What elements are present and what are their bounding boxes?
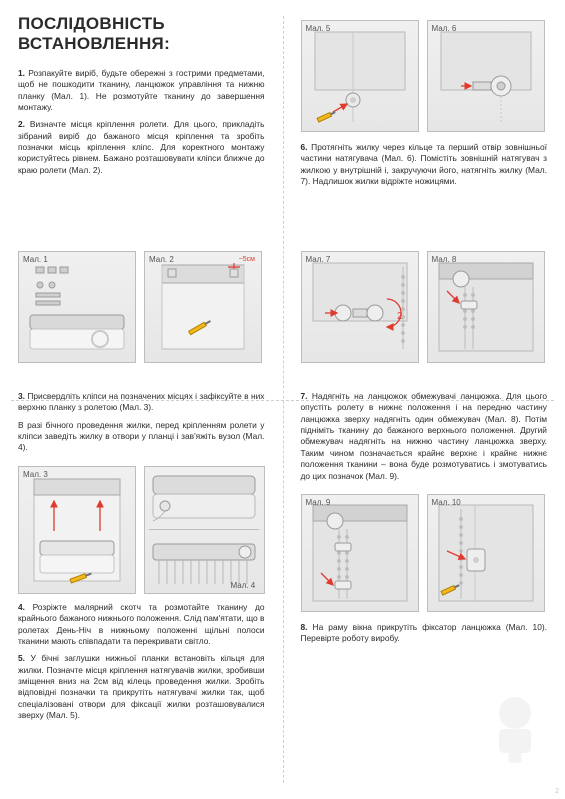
figure-4-wrap: Мал. 4 bbox=[144, 466, 265, 594]
page-title: ПОСЛІДОВНІСТЬ ВСТАНОВЛЕННЯ: bbox=[18, 14, 265, 54]
figure-8-label: Мал. 8 bbox=[432, 255, 457, 264]
figure-6: Мал. 6 bbox=[427, 20, 545, 132]
figure-1-svg bbox=[22, 257, 132, 357]
quadrant-top-right: Мал. 5 Мал. 6 bbox=[283, 0, 565, 377]
figure-1: Мал. 1 bbox=[18, 251, 136, 363]
figure-9-svg bbox=[305, 499, 415, 607]
step-5-text: 5. У бічні заглушки нижньої планки встан… bbox=[18, 653, 265, 721]
step-1-text: 1. Розпакуйте виріб, будьте обережні з г… bbox=[18, 68, 265, 113]
step-1-body: Розпакуйте виріб, будьте обережні з гост… bbox=[18, 68, 265, 112]
figure-3-svg bbox=[22, 471, 132, 589]
step-4-body: Розріжте малярний скотч та розмотайте тк… bbox=[18, 602, 265, 646]
figure-5-svg bbox=[305, 26, 415, 126]
step-2-body: Визначте місця кріплення ролети. Для цьо… bbox=[18, 119, 265, 174]
fig-row-9-10: Мал. 9 Мал. 10 bbox=[301, 494, 548, 612]
step-4-num: 4. bbox=[18, 602, 25, 612]
step-3b-text: В разі бічного проведення жилки, перед к… bbox=[18, 420, 265, 454]
figure-3: Мал. 3 bbox=[18, 466, 136, 594]
figure-10: Мал. 10 bbox=[427, 494, 545, 612]
figure-8-svg bbox=[431, 257, 541, 357]
step-7-body: Надягніть на ланцюжок обмежувачі ланцюжк… bbox=[301, 391, 548, 480]
figure-2: Мал. 2 ~5см bbox=[144, 251, 262, 363]
fig-row-5-6: Мал. 5 Мал. 6 bbox=[301, 20, 548, 132]
step-5-num: 5. bbox=[18, 653, 25, 663]
step-3-text: 3. Присвердліть кліпси на позначених міс… bbox=[18, 391, 265, 414]
figure-7: Мал. 7 2 bbox=[301, 251, 419, 363]
quadrant-bottom-left: 3. Присвердліть кліпси на позначених міс… bbox=[0, 377, 283, 799]
figure-7-label: Мал. 7 bbox=[306, 255, 331, 264]
watermark-icon bbox=[475, 689, 555, 769]
step-8-num: 8. bbox=[301, 622, 308, 632]
page-number: 2 bbox=[555, 788, 559, 795]
step-6-num: 6. bbox=[301, 142, 308, 152]
step-1-num: 1. bbox=[18, 68, 25, 78]
figure-10-label: Мал. 10 bbox=[432, 498, 461, 507]
step-6-body: Протягніть жилку через кільце та перший … bbox=[301, 142, 548, 186]
step-3-body: Присвердліть кліпси на позначених місцях… bbox=[18, 391, 265, 412]
figure-5: Мал. 5 bbox=[301, 20, 419, 132]
step-5-body: У бічні заглушки нижньої планки встанові… bbox=[18, 653, 265, 720]
figure-9-label: Мал. 9 bbox=[306, 498, 331, 507]
figure-6-svg bbox=[431, 26, 541, 126]
fig-row-3-4: Мал. 3 bbox=[18, 466, 265, 594]
fig-row-7-8: Мал. 7 2 Мал. 8 bbox=[301, 251, 548, 363]
figure-10-svg bbox=[431, 499, 541, 607]
figure-8: Мал. 8 bbox=[427, 251, 545, 363]
figure-1-label: Мал. 1 bbox=[23, 255, 48, 264]
figure-5-label: Мал. 5 bbox=[306, 24, 331, 33]
figure-7-svg: 2 bbox=[305, 257, 415, 357]
figure-3-label: Мал. 3 bbox=[23, 470, 48, 479]
quadrant-top-left: ПОСЛІДОВНІСТЬ ВСТАНОВЛЕННЯ: 1. Розпакуйт… bbox=[0, 0, 283, 377]
step-2-num: 2. bbox=[18, 119, 25, 129]
step-8-text: 8. На раму вікна прикрутіть фіксатор лан… bbox=[301, 622, 548, 645]
fig-row-1-2: Мал. 1 Мал. 2 bbox=[18, 251, 265, 363]
figure-9: Мал. 9 bbox=[301, 494, 419, 612]
figure-4-label: Мал. 4 bbox=[230, 581, 255, 590]
step-2-text: 2. Визначте місця кріплення ролети. Для … bbox=[18, 119, 265, 176]
figure-2-svg bbox=[148, 257, 258, 357]
figure-2-label: Мал. 2 bbox=[149, 255, 174, 264]
step-8-body: На раму вікна прикрутіть фіксатор ланцюж… bbox=[301, 622, 548, 643]
step-6-text: 6. Протягніть жилку через кільце та перш… bbox=[301, 142, 548, 187]
step-7-text: 7. Надягніть на ланцюжок обмежувачі ланц… bbox=[301, 391, 548, 482]
horizontal-divider bbox=[11, 400, 553, 401]
figure-6-label: Мал. 6 bbox=[432, 24, 457, 33]
figure-2-dim: ~5см bbox=[239, 256, 255, 263]
figure-4a-svg bbox=[149, 470, 259, 526]
step-4-text: 4. Розріжте малярний скотч та розмотайте… bbox=[18, 602, 265, 647]
